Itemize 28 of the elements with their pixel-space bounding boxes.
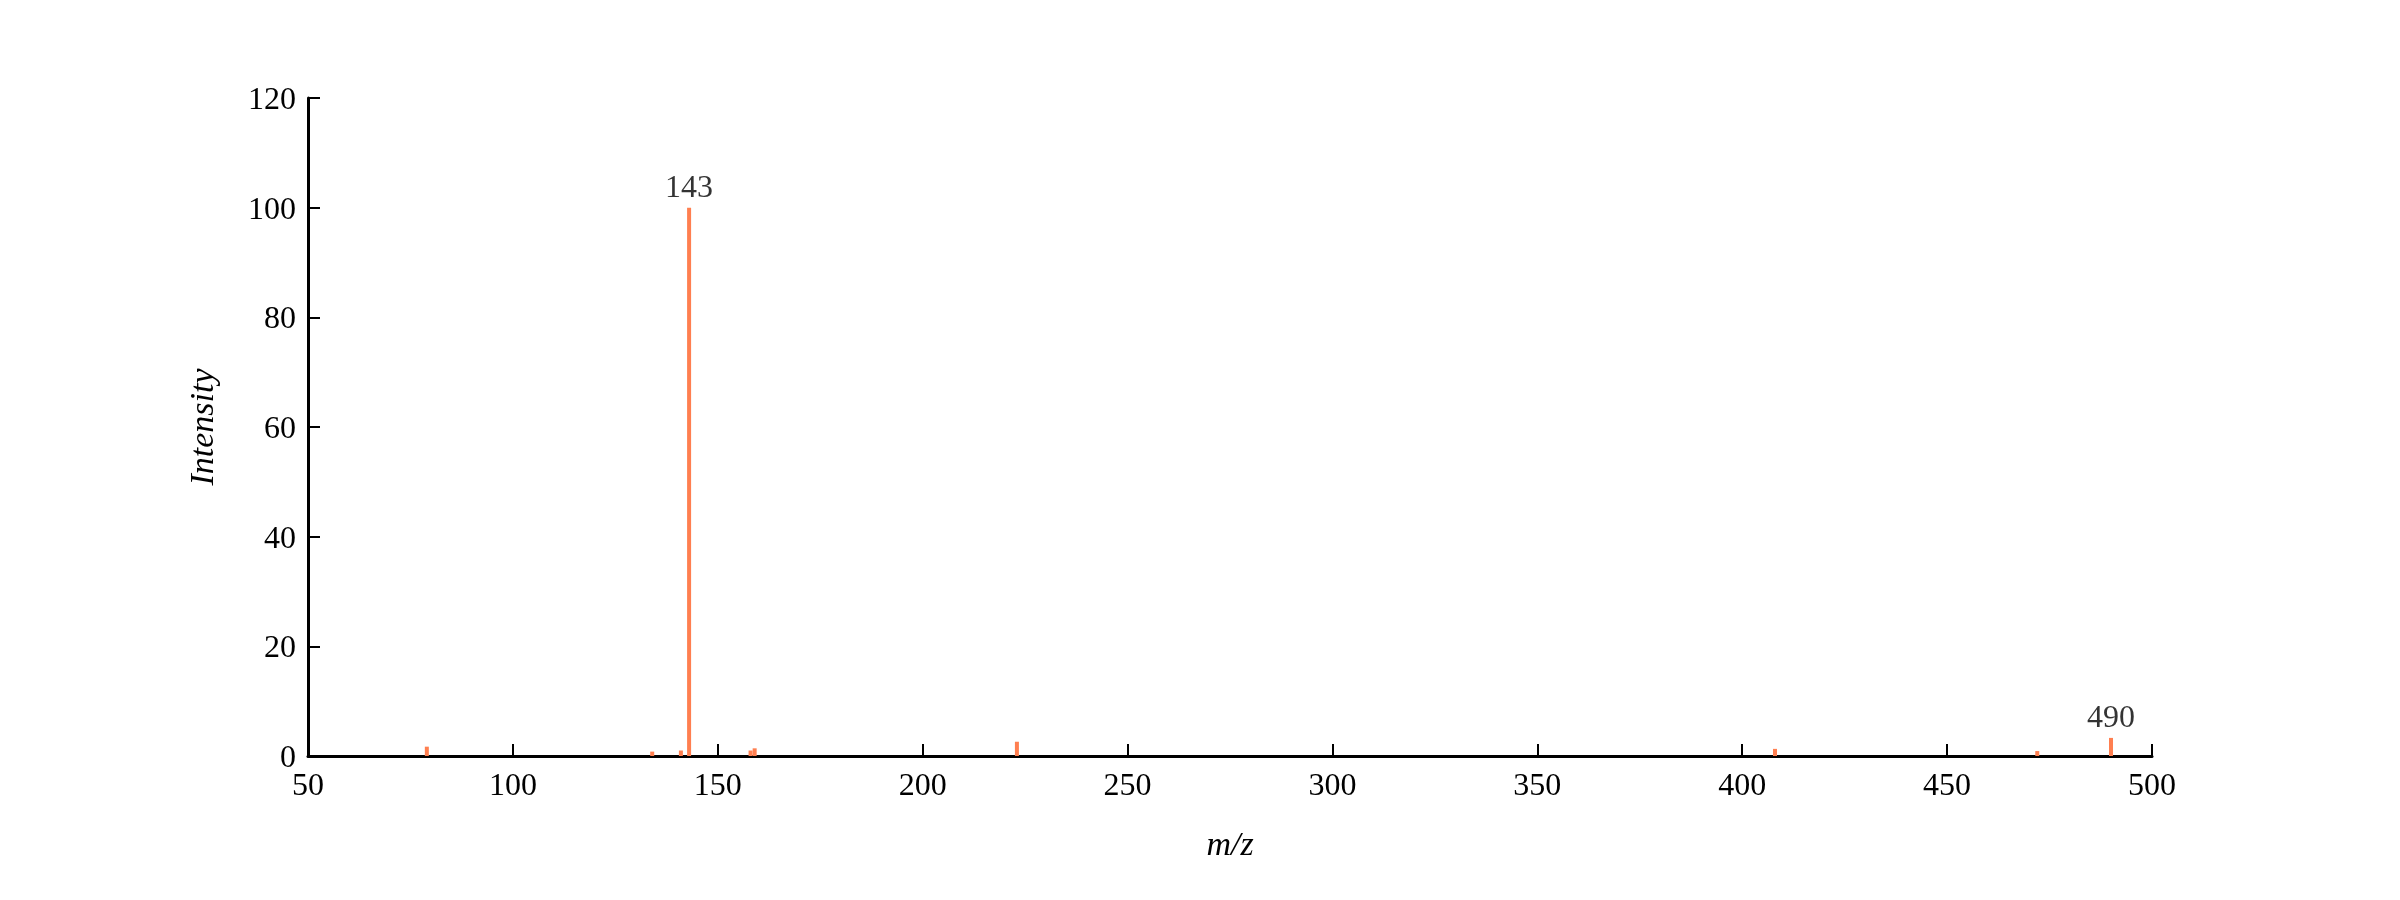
x-tick-label: 350: [1513, 766, 1562, 802]
y-tick-label: 60: [264, 409, 296, 445]
bar: [1014, 741, 1019, 756]
bar: [1773, 748, 1777, 756]
y-axis-title: Intensity: [182, 367, 220, 487]
x-tick-label: 450: [1923, 766, 1972, 802]
bar: [687, 207, 692, 756]
x-tick-label: 150: [693, 766, 742, 802]
x-tick-label: 250: [1103, 766, 1152, 802]
annotation: 490: [2087, 697, 2136, 734]
y-tick-label: 100: [248, 189, 296, 226]
y-tick-label: 20: [264, 628, 296, 665]
bar: [752, 748, 757, 756]
annotation: 143: [665, 167, 714, 204]
x-tick-label: 400: [1718, 766, 1767, 802]
bar: [2109, 737, 2114, 756]
bar: [748, 750, 753, 756]
x-axis-title: m/z: [1206, 824, 1254, 862]
x-tick-label: 500: [2128, 766, 2176, 802]
x-tick-label: 100: [488, 766, 537, 802]
bar: [678, 750, 683, 756]
y-tick-label: 40: [264, 518, 296, 555]
y-tick-label: 80: [264, 299, 296, 336]
bar: [424, 746, 429, 756]
y-tick-label: 120: [248, 80, 296, 116]
bar: [2035, 751, 2040, 756]
x-tick-label: 300: [1308, 766, 1357, 802]
x-tick-label: 200: [898, 766, 947, 802]
